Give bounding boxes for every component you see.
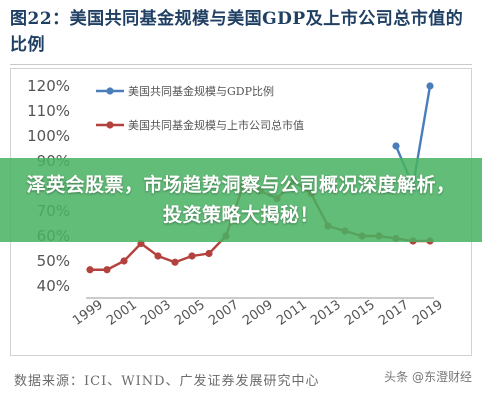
banner-text: 泽英会股票，市场趋势洞察与公司概况深度解析，投资策略大揭秘！ <box>26 174 456 226</box>
legend-marker-2 <box>106 121 114 129</box>
y-tick-label: 110% <box>27 102 70 120</box>
x-tick-label: 2001 <box>104 297 140 328</box>
data-point-series-1 <box>426 82 434 90</box>
headline-banner: 泽英会股票，市场趋势洞察与公司概况深度解析，投资策略大揭秘！ <box>0 158 482 242</box>
x-tick-label: 2013 <box>308 297 344 328</box>
data-source-note: 数据来源：ICI、WIND、广发证券发展研究中心 <box>14 374 320 389</box>
legend-label-1: 美国共同基金规模与GDP比例 <box>128 84 274 98</box>
x-tick-label: 2003 <box>138 297 174 328</box>
y-tick-label: 40% <box>37 277 70 295</box>
data-point-series-2 <box>188 252 196 260</box>
title-divider <box>10 64 472 65</box>
y-tick-label: 100% <box>27 127 70 145</box>
legend-label-2: 美国共同基金规模与上市公司总市值 <box>128 118 304 132</box>
x-tick-label: 2011 <box>274 297 310 328</box>
legend-marker-1 <box>106 87 114 95</box>
x-tick-label: 2019 <box>410 297 446 328</box>
data-point-series-2 <box>120 257 128 265</box>
x-tick-label: 2017 <box>376 297 412 328</box>
data-point-series-2 <box>86 266 94 274</box>
watermark: 头条 @东澄财经 <box>384 370 472 384</box>
x-tick-label: 2009 <box>240 297 276 328</box>
y-tick-label: 50% <box>37 252 70 270</box>
chart-title: 图22：美国共同基金规模与美国GDP及上市公司总市值的比例 <box>10 9 464 55</box>
x-tick-label: 2005 <box>172 297 208 328</box>
x-tick-label: 1999 <box>70 297 106 328</box>
data-point-series-1 <box>392 142 400 150</box>
y-tick-label: 120% <box>27 77 70 95</box>
x-tick-label: 2007 <box>206 297 242 328</box>
data-point-series-2 <box>103 266 111 274</box>
data-point-series-2 <box>171 258 179 266</box>
data-point-series-2 <box>154 252 162 260</box>
x-tick-label: 2015 <box>342 297 378 328</box>
data-point-series-2 <box>205 249 213 258</box>
